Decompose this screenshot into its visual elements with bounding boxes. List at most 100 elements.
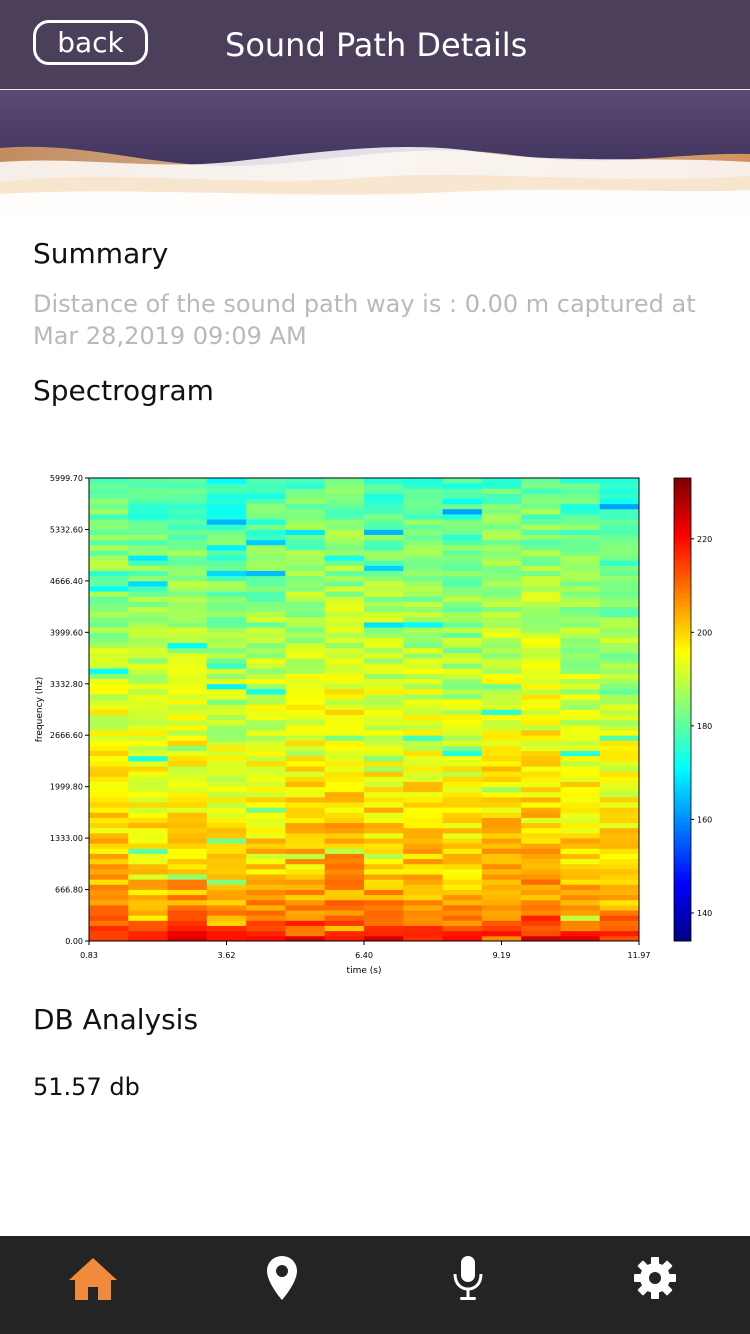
- colorbar-segment: [674, 478, 691, 483]
- spectrogram-cell: [560, 889, 601, 896]
- spectrogram-cell: [521, 776, 561, 782]
- spectrogram-cell: [403, 745, 444, 752]
- spectrogram-cell: [560, 560, 601, 566]
- spectrogram-cell: [206, 544, 247, 551]
- spectrogram-cell: [442, 766, 483, 772]
- spectrogram-cell: [521, 766, 561, 772]
- tab-home[interactable]: [53, 1243, 133, 1313]
- colorbar-tick-label: 220: [697, 535, 712, 544]
- spectrogram-cell: [246, 858, 286, 865]
- spectrogram-cell: [128, 493, 169, 499]
- spectrogram-cell: [442, 771, 483, 777]
- spectrogram-cell: [442, 478, 483, 484]
- spectrogram-cell: [285, 796, 326, 803]
- spectrogram-cell: [599, 776, 640, 782]
- spectrogram-cell: [442, 550, 483, 556]
- spectrogram-cell: [324, 807, 365, 813]
- spectrogram-cell: [364, 745, 404, 752]
- spectrogram-cell: [599, 493, 640, 499]
- spectrogram-cell: [128, 930, 169, 937]
- spectrogram-cell: [206, 493, 247, 499]
- spectrogram-cell: [442, 678, 483, 685]
- spectrogram-cell: [285, 771, 326, 777]
- spectrogram-cell: [442, 683, 483, 690]
- spectrogram-cell: [560, 580, 601, 587]
- back-button[interactable]: back: [33, 20, 148, 65]
- spectrogram-cell: [560, 735, 601, 741]
- spectrogram-cell: [403, 858, 444, 865]
- spectrogram-cell: [246, 925, 286, 932]
- spectrogram-cell: [442, 904, 483, 911]
- spectrogram-cell: [128, 647, 169, 654]
- spectrogram-cell: [89, 555, 129, 561]
- spectrogram-cell: [560, 483, 601, 489]
- spectrogram-cell: [285, 843, 326, 849]
- spectrogram-cell: [521, 874, 561, 880]
- spectrogram-cell: [246, 663, 286, 669]
- page-title: Sound Path Details: [225, 26, 528, 64]
- spectrogram-cell: [521, 755, 561, 762]
- spectrogram-cell: [560, 673, 601, 680]
- spectrogram-cell: [285, 863, 326, 870]
- spectrogram-cell: [560, 776, 601, 782]
- spectrogram-cell: [128, 832, 169, 839]
- spectrogram-cell: [521, 750, 561, 757]
- spectrogram-cell: [521, 493, 561, 499]
- spectrogram-cell: [599, 570, 640, 577]
- spectrogram-cell: [167, 637, 208, 644]
- colorbar-segment: [674, 763, 691, 768]
- colorbar-segment: [674, 844, 691, 849]
- spectrogram-cell: [481, 760, 522, 767]
- spectrogram-cell: [481, 606, 522, 613]
- spectrogram-cell: [364, 709, 404, 716]
- spectrogram-cell: [206, 704, 247, 710]
- spectrogram-cell: [206, 745, 247, 752]
- tab-settings[interactable]: [615, 1243, 695, 1313]
- spectrogram-cell: [167, 627, 208, 633]
- spectrogram-cell: [285, 503, 326, 510]
- spectrogram-cell: [167, 894, 208, 901]
- spectrogram-cell: [403, 560, 444, 566]
- colorbar-segment: [674, 697, 691, 703]
- tab-microphone[interactable]: [428, 1243, 508, 1313]
- spectrogram-cell: [89, 478, 129, 484]
- spectrogram-cell: [481, 694, 522, 700]
- spectrogram-cell: [599, 838, 640, 844]
- tab-location[interactable]: [242, 1243, 322, 1313]
- spectrogram-cell: [481, 704, 522, 710]
- spectrogram-cell: [246, 627, 286, 633]
- spectrogram-cell: [285, 580, 326, 587]
- spectrogram-cell: [206, 555, 247, 561]
- spectrogram-cell: [403, 930, 444, 937]
- spectrogram-cell: [364, 575, 404, 582]
- spectrogram-cell: [521, 575, 561, 582]
- spectrogram-cell: [481, 879, 522, 885]
- spectrogram-cell: [285, 596, 326, 602]
- spectrogram-cell: [442, 658, 483, 664]
- spectrogram-cell: [560, 807, 601, 813]
- spectrogram-cell: [128, 766, 169, 772]
- y-tick-label: 5999.70: [50, 474, 83, 483]
- spectrogram-cell: [167, 874, 208, 880]
- spectrogram-cell: [442, 724, 483, 731]
- spectrogram-cell: [246, 843, 286, 849]
- spectrogram-cell: [364, 488, 404, 494]
- spectrogram-cell: [364, 673, 404, 680]
- colorbar-segment: [674, 690, 691, 695]
- spectrogram-cell: [246, 642, 286, 649]
- spectrogram-cell: [167, 853, 208, 860]
- spectrogram-cell: [599, 812, 640, 818]
- colorbar-segment: [674, 721, 691, 726]
- spectrogram-cell: [128, 519, 169, 525]
- spectrogram-cell: [364, 524, 404, 530]
- spectrogram-cell: [167, 925, 208, 932]
- spectrogram-cell: [167, 863, 208, 870]
- spectrogram-cell: [89, 930, 129, 937]
- colorbar-tick-label: 140: [697, 909, 712, 918]
- spectrogram-cell: [167, 776, 208, 782]
- spectrogram-cell: [364, 910, 404, 916]
- spectrogram-cell: [364, 781, 404, 788]
- spectrogram-cell: [167, 663, 208, 669]
- spectrogram-cell: [167, 935, 208, 942]
- colorbar-segment: [674, 620, 691, 626]
